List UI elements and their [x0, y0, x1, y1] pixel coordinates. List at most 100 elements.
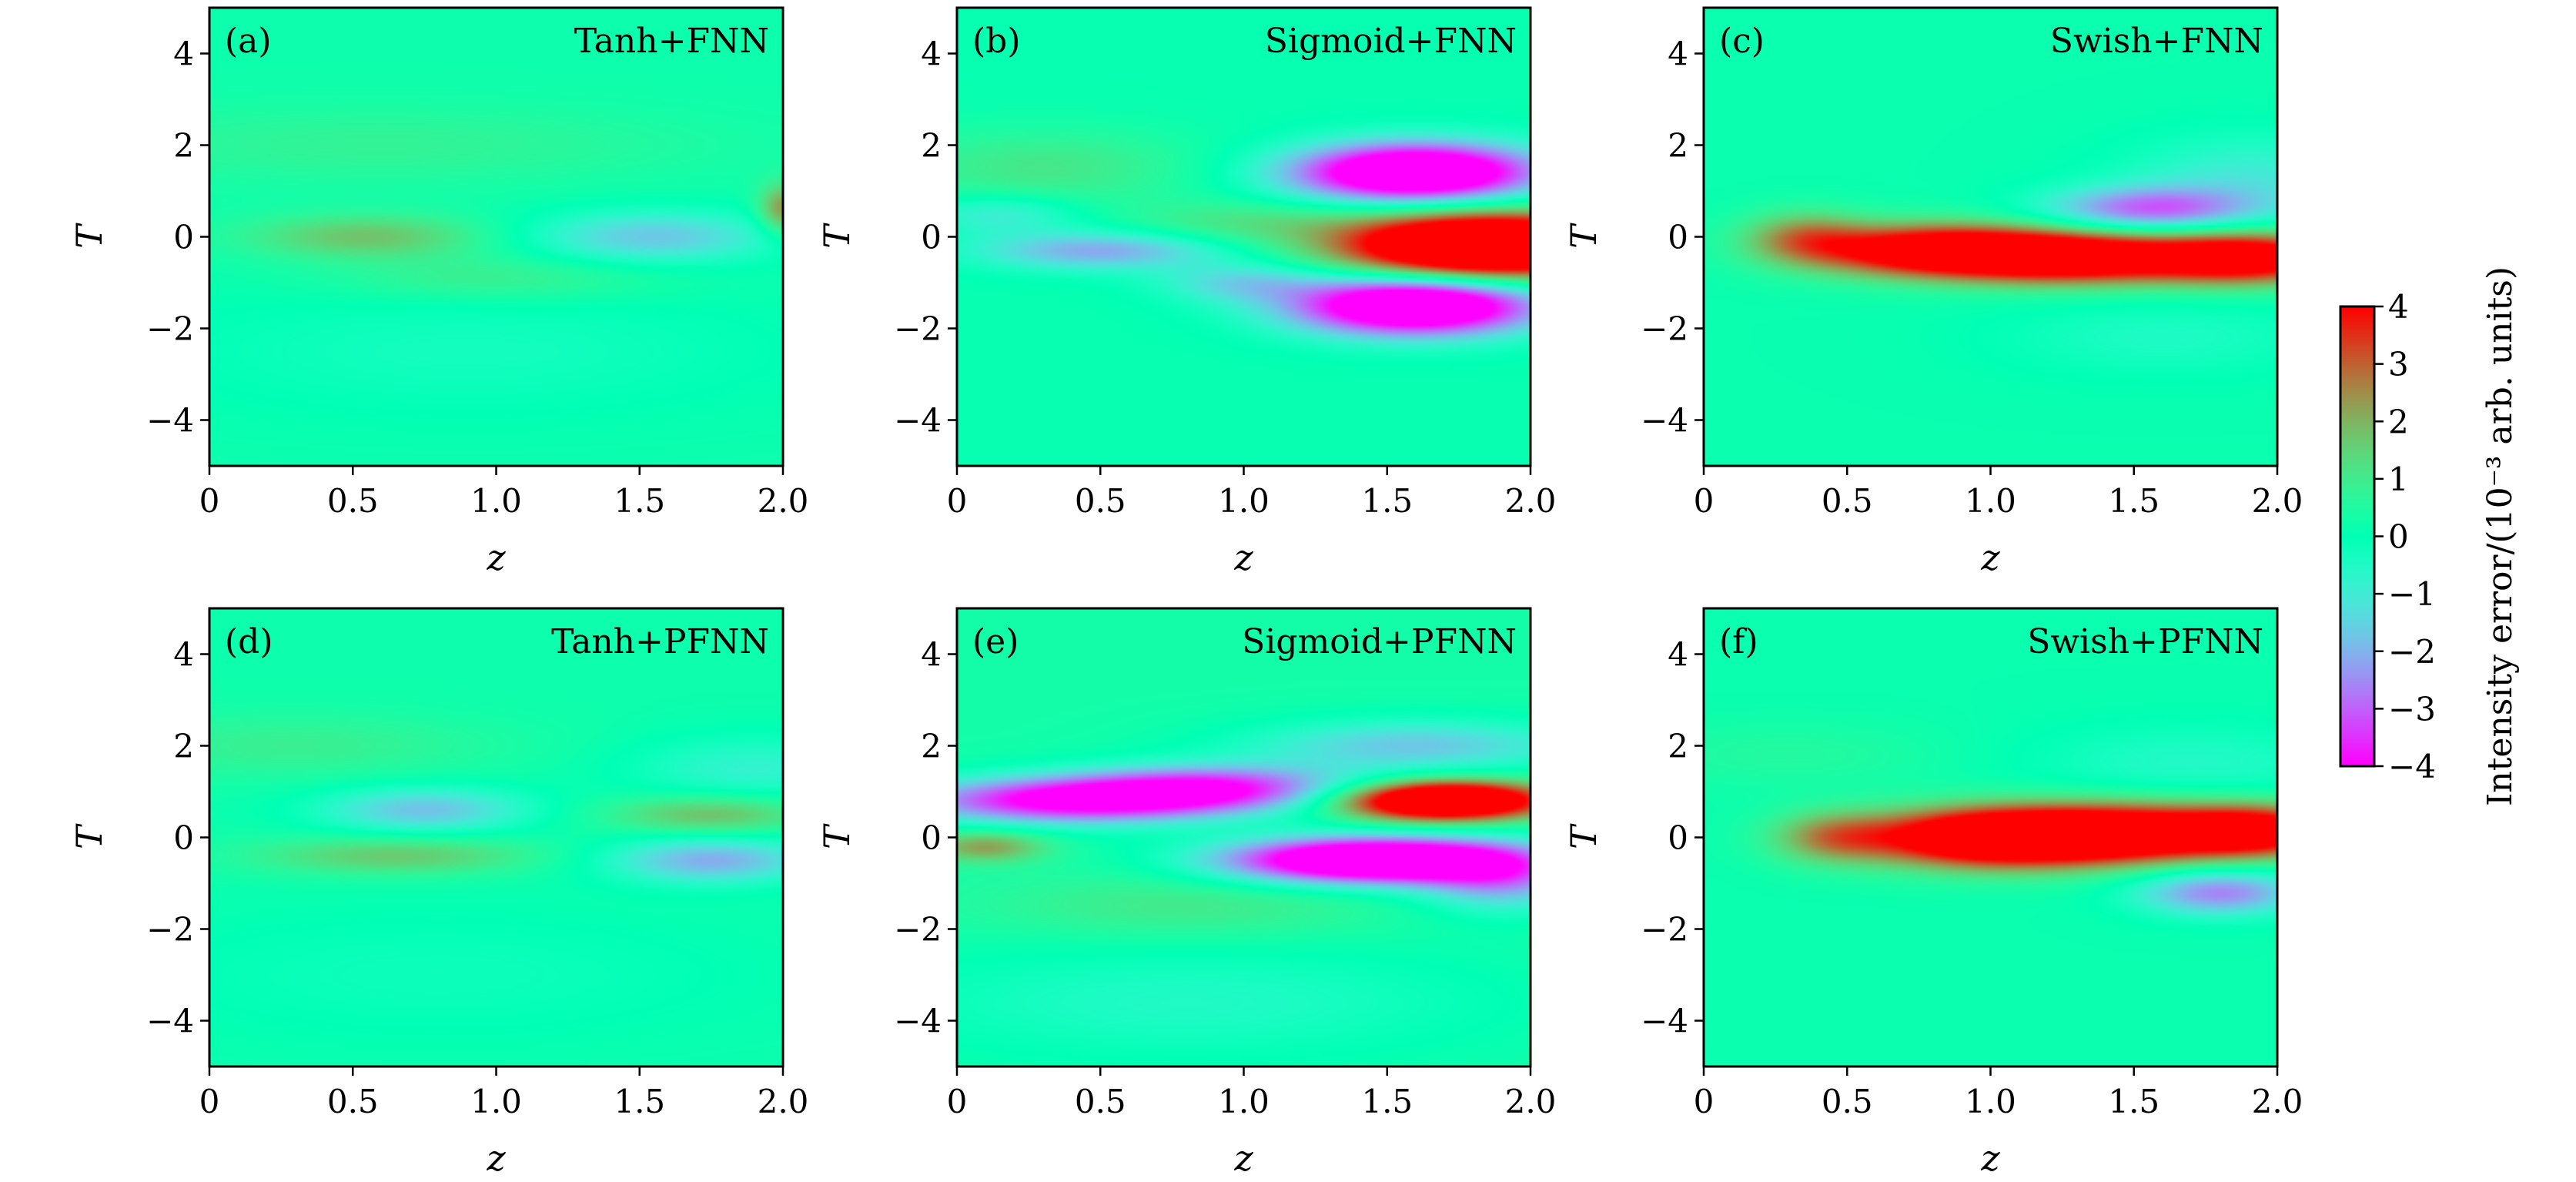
y-tick-label: −4: [1641, 1003, 1688, 1040]
x-tick-label: 2.0: [758, 482, 809, 520]
y-tick-label: 0: [173, 219, 194, 256]
x-axis-label: z: [486, 1137, 506, 1179]
y-tick-label: 0: [1668, 219, 1688, 256]
y-tick-label: 4: [1668, 636, 1688, 674]
y-tick-label: 4: [173, 35, 194, 73]
y-axis-label: T: [69, 823, 110, 849]
y-tick-label: −2: [1641, 310, 1688, 348]
x-tick-label: 0.5: [1822, 1083, 1873, 1120]
x-tick-label: 2.0: [758, 1083, 809, 1120]
colorbar-ticks: 4 3 2 1 0 −1 −2 −3 −4: [2374, 288, 2436, 785]
x-tick-label: 1.0: [1965, 1083, 2016, 1120]
x-tick-label: 0.5: [1822, 482, 1873, 520]
panel-title: Swish+PFNN: [2027, 622, 2263, 661]
x-axis-label: z: [486, 537, 506, 578]
y-tick-label: 2: [921, 728, 942, 765]
y-tick-label: 0: [1668, 819, 1688, 857]
colorbar-tick-label: 0: [2388, 518, 2409, 556]
y-tick-label: −2: [894, 310, 942, 348]
y-tick-label: −2: [894, 911, 942, 949]
y-tick-label: −4: [146, 1003, 194, 1040]
y-tick-label: 4: [1668, 35, 1688, 73]
y-tick-label: −4: [894, 1003, 942, 1040]
colorbar-tick-label: 3: [2388, 346, 2409, 383]
x-axis-label: z: [1980, 1137, 2000, 1179]
y-tick-label: −4: [1641, 402, 1688, 440]
y-axis-label: T: [69, 223, 110, 249]
x-tick-label: 1.5: [1361, 1083, 1413, 1120]
x-tick-label: 0: [1694, 1083, 1715, 1120]
x-tick-label: 1.0: [1218, 482, 1270, 520]
x-tick-label: 0.5: [1075, 482, 1126, 520]
panel-e: 0 0.5 1.0 1.5 2.0 4 2 0 −2 −4 z T (e) Sigmoid+PFNN: [816, 607, 1557, 1179]
x-tick-label: 0.5: [327, 482, 379, 520]
y-tick-label: 0: [921, 819, 942, 857]
y-tick-label: 2: [173, 127, 194, 165]
panel-label: (a): [225, 22, 272, 61]
x-tick-label: 1.0: [470, 1083, 522, 1120]
y-axis-label: T: [1563, 223, 1604, 249]
y-tick-label: −2: [146, 911, 194, 949]
heatmap-e: [957, 608, 1531, 1066]
y-tick-label: 2: [173, 728, 194, 765]
panel-d: 0 0.5 1.0 1.5 2.0 4 2 0 −2 −4 z T (d) Tanh+PFNN: [69, 607, 809, 1179]
heatmap-c: [1704, 8, 2277, 466]
panel-f: 0 0.5 1.0 1.5 2.0 4 2 0 −2 −4 z T (f) Swish+PFNN: [1563, 607, 2303, 1179]
x-tick-label: 1.0: [470, 482, 522, 520]
y-axis-label: T: [1563, 823, 1604, 849]
x-tick-label: 0: [199, 1083, 220, 1120]
y-tick-label: 0: [921, 219, 942, 256]
colorbar-tick-label: −2: [2388, 633, 2436, 671]
heatmap-d: [209, 608, 783, 1066]
colorbar-tick-label: −1: [2388, 575, 2436, 613]
x-tick-label: 1.5: [2108, 482, 2159, 520]
y-tick-label: 0: [173, 819, 194, 857]
y-tick-label: −2: [1641, 911, 1688, 949]
y-tick-label: 2: [1668, 127, 1688, 165]
x-tick-label: 2.0: [1505, 1083, 1557, 1120]
x-axis-label: z: [1980, 537, 2000, 578]
panel-title: Tanh+PFNN: [551, 622, 769, 661]
colorbar-tick-label: −3: [2388, 690, 2436, 728]
heatmap-f: [1704, 608, 2277, 1066]
heatmap-a: [209, 8, 783, 466]
panel-label: (c): [1719, 22, 1765, 61]
panel-label: (e): [972, 622, 1019, 661]
panel-a: 0 0.5 1.0 1.5 2.0 4 2 0 −2 −4 z T (a) Tanh+FNN: [69, 6, 809, 578]
x-tick-label: 0: [947, 1083, 968, 1120]
x-axis-label: z: [1233, 1137, 1253, 1179]
x-tick-label: 0.5: [1075, 1083, 1126, 1120]
colorbar-tick-label: 2: [2388, 403, 2409, 440]
colorbar: 4 3 2 1 0 −1 −2 −3 −4 Intensity error/(10⁻³ arb.…: [2339, 266, 2520, 806]
panel-title: Tanh+FNN: [574, 22, 769, 61]
x-tick-label: 0: [947, 482, 968, 520]
panel-b: 0 0.5 1.0 1.5 2.0 4 2 0 −2 −4 z T (b) Sigmoid+FNN: [816, 6, 1557, 578]
y-axis-label: T: [816, 823, 858, 849]
panel-title: Sigmoid+PFNN: [1242, 622, 1517, 661]
y-tick-label: −2: [146, 310, 194, 348]
colorbar-tick-label: 4: [2388, 288, 2409, 326]
y-axis-label: T: [816, 223, 858, 249]
colorbar-tick-label: 1: [2388, 460, 2409, 498]
panel-label: (b): [972, 22, 1021, 61]
x-tick-label: 1.0: [1218, 1083, 1270, 1120]
y-tick-label: 4: [921, 636, 942, 674]
y-tick-label: −4: [146, 402, 194, 440]
x-tick-label: 1.5: [614, 482, 665, 520]
panel-label: (f): [1719, 622, 1758, 661]
x-tick-label: 2.0: [2252, 1083, 2303, 1120]
x-tick-label: 0.5: [327, 1083, 379, 1120]
x-tick-label: 1.5: [1361, 482, 1413, 520]
colorbar-tick-label: −4: [2388, 748, 2436, 785]
x-tick-label: 2.0: [1505, 482, 1557, 520]
x-tick-label: 1.5: [2108, 1083, 2159, 1120]
y-tick-label: 4: [173, 636, 194, 674]
panel-title: Sigmoid+FNN: [1265, 22, 1517, 61]
x-tick-label: 1.0: [1965, 482, 2016, 520]
heatmap-b: [957, 8, 1531, 466]
y-tick-label: 2: [921, 127, 942, 165]
y-tick-label: 4: [921, 35, 942, 73]
colorbar-gradient: [2340, 306, 2374, 766]
x-tick-label: 1.5: [614, 1083, 665, 1120]
